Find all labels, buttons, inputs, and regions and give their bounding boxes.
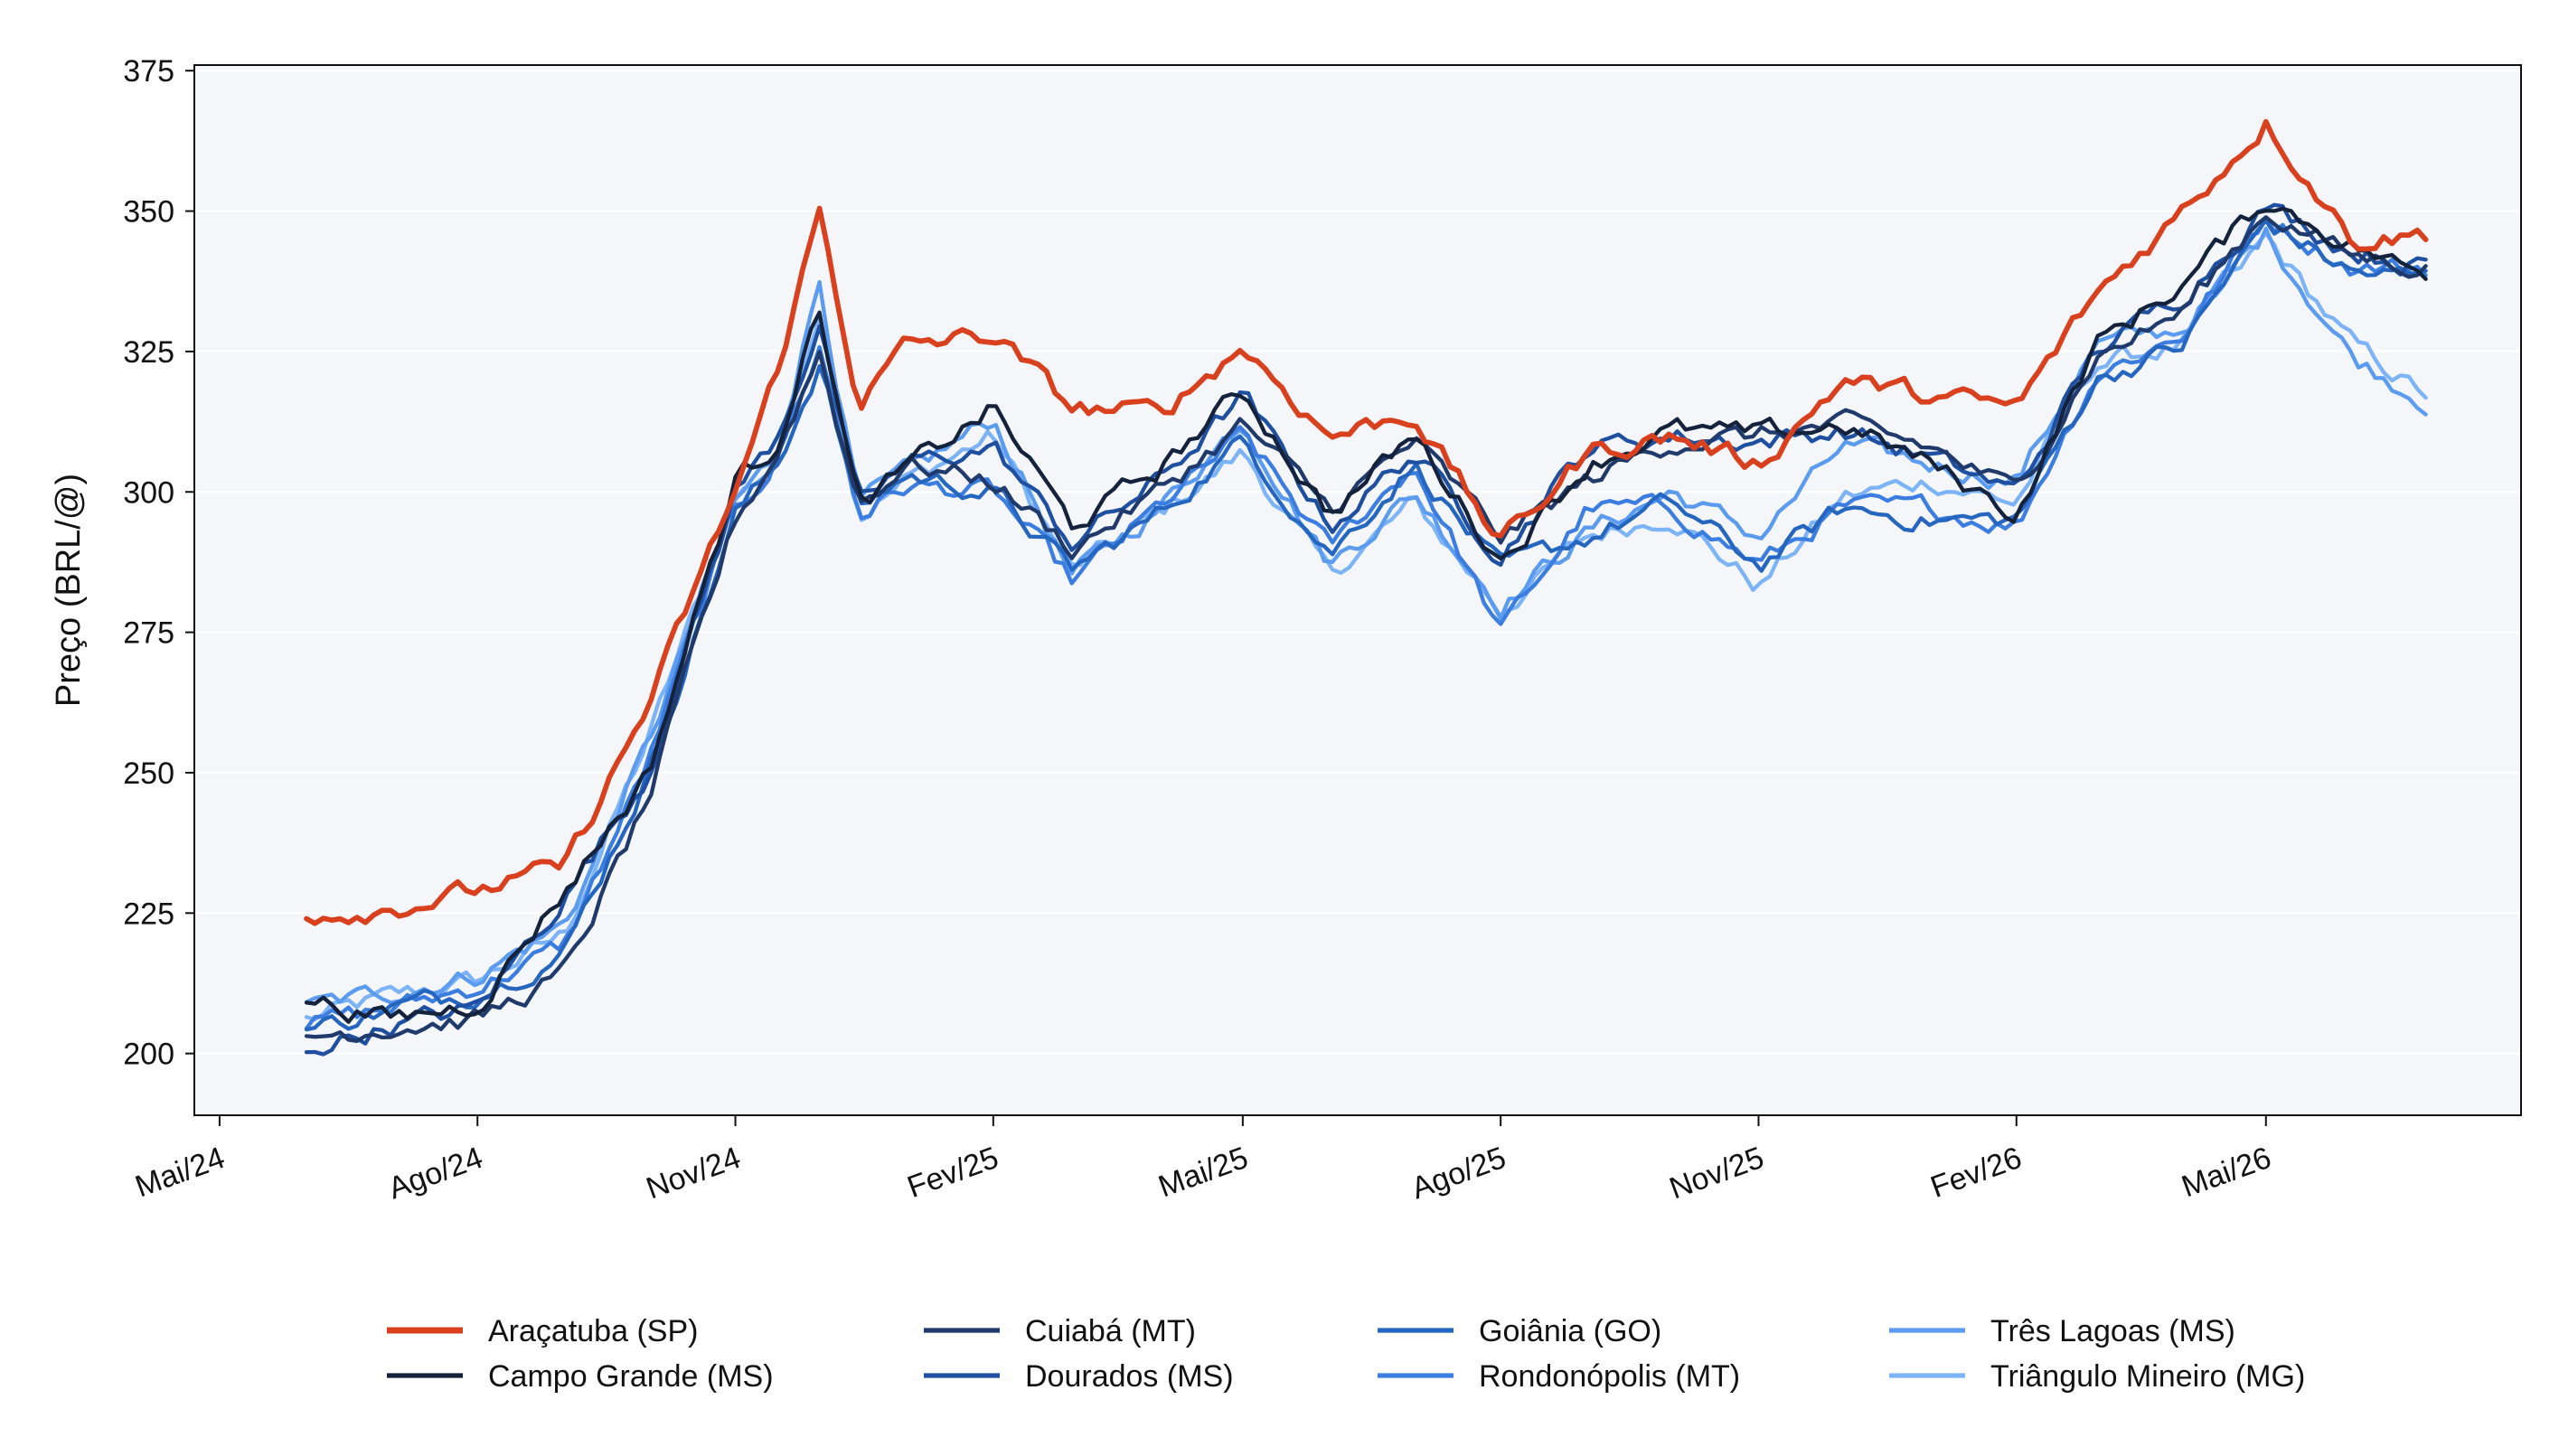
y-tick-label: 375	[123, 54, 174, 89]
y-tick-label: 275	[123, 616, 174, 651]
y-tick-label: 300	[123, 475, 174, 510]
legend: Araçatuba (SP) Campo Grande (MS) Cuiabá (M…	[387, 1314, 2305, 1394]
y-tick-label: 350	[123, 195, 174, 230]
legend-label: Campo Grande (MS)	[488, 1359, 774, 1394]
series-line	[304, 215, 2428, 1043]
y-tick-label: 325	[123, 335, 174, 370]
x-tick-label: Mai/26	[2178, 1141, 2276, 1205]
y-tick-label: 200	[123, 1038, 174, 1072]
legend-item: Cuiabá (MT)	[924, 1314, 1196, 1348]
legend-label: Goiânia (GO)	[1479, 1314, 1661, 1348]
y-tick-label: 225	[123, 897, 174, 931]
legend-item: Três Lagoas (MS)	[1889, 1314, 2235, 1348]
legend-item: Campo Grande (MS)	[387, 1359, 774, 1394]
legend-label: Triângulo Mineiro (MG)	[1990, 1359, 2305, 1394]
legend-item: Triângulo Mineiro (MG)	[1889, 1359, 2305, 1394]
legend-item: Dourados (MS)	[924, 1359, 1234, 1394]
x-tick-label: Fev/25	[903, 1141, 1003, 1205]
legend-label: Araçatuba (SP)	[488, 1314, 698, 1348]
legend-label: Rondonópolis (MT)	[1479, 1359, 1740, 1394]
series-line	[304, 118, 2429, 926]
y-axis-label: Preço (BRL/@)	[50, 474, 88, 707]
y-tick-label: 250	[123, 756, 174, 791]
legend-item: Goiânia (GO)	[1378, 1314, 1661, 1348]
x-tick-label: Mai/24	[131, 1141, 230, 1205]
legend-label: Três Lagoas (MS)	[1990, 1314, 2235, 1348]
x-tick-label: Mai/25	[1154, 1141, 1253, 1205]
series-lines	[304, 118, 2429, 1057]
x-tick-label: Nov/24	[642, 1141, 745, 1207]
series-line	[304, 202, 2428, 1057]
x-tick-label: Fev/26	[1926, 1141, 2027, 1205]
x-tick-label: Nov/25	[1665, 1141, 1768, 1207]
series-line	[304, 206, 2428, 1024]
x-tick-label: Ago/25	[1407, 1141, 1510, 1207]
legend-label: Dourados (MS)	[1025, 1359, 1234, 1394]
plot-frame	[193, 64, 2522, 1116]
x-tick-label: Ago/24	[384, 1141, 487, 1207]
legend-item: Rondonópolis (MT)	[1378, 1359, 1740, 1394]
legend-label: Cuiabá (MT)	[1025, 1314, 1196, 1348]
legend-item: Araçatuba (SP)	[387, 1314, 698, 1348]
